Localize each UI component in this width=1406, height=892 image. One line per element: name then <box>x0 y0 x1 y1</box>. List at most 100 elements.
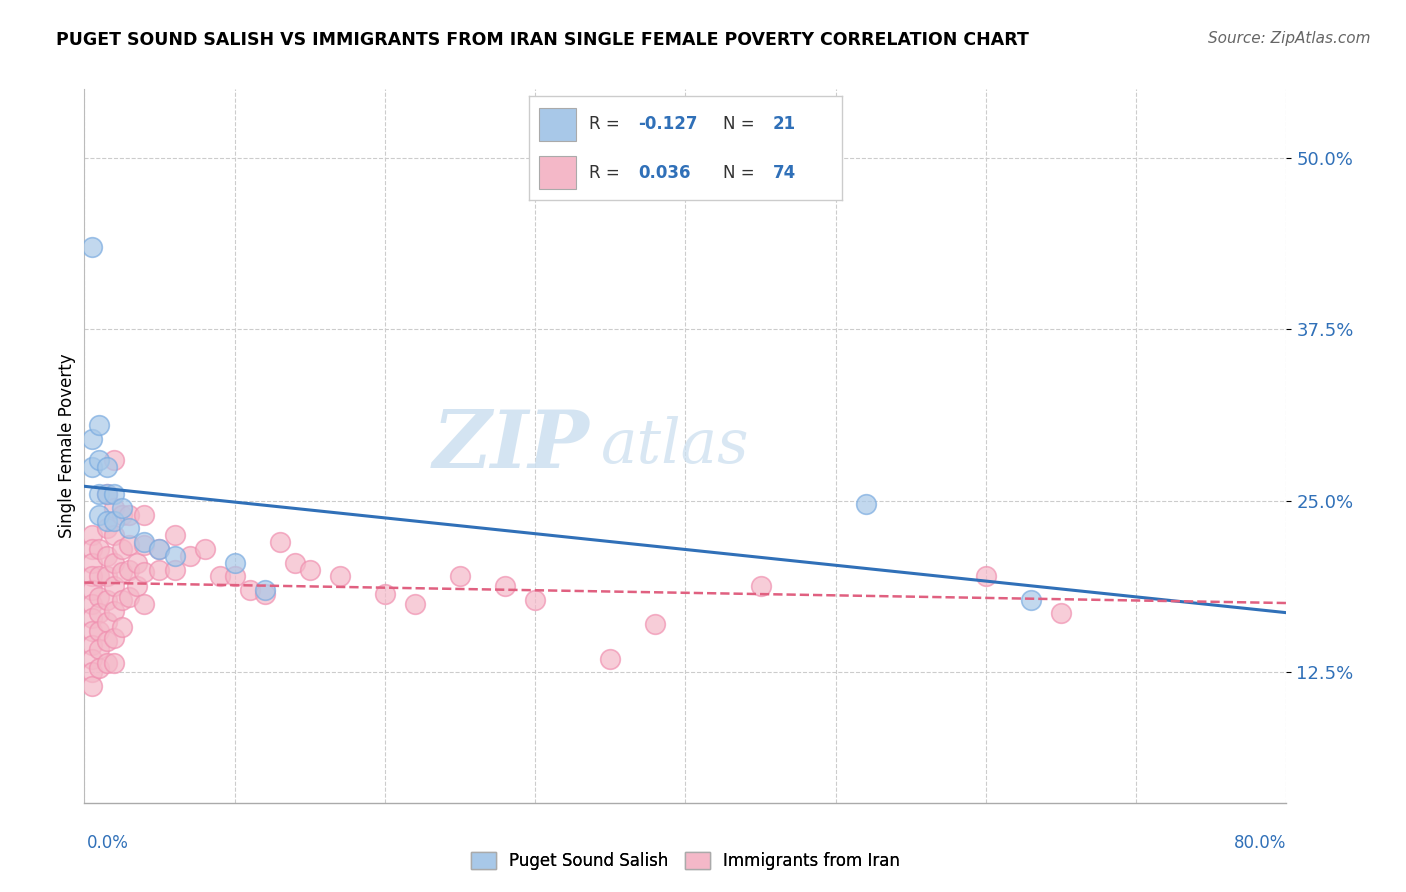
Point <box>148 541 170 556</box>
Point <box>494 579 516 593</box>
Point <box>80 597 103 611</box>
Point <box>96 569 118 583</box>
Point <box>111 500 134 515</box>
Point <box>89 541 111 556</box>
Text: atlas: atlas <box>602 416 749 476</box>
Point <box>80 665 103 680</box>
Point <box>103 452 125 467</box>
Point <box>179 549 201 563</box>
Point <box>103 500 125 515</box>
Point <box>224 556 246 570</box>
Point <box>80 459 103 474</box>
Point <box>96 656 118 670</box>
Point <box>80 583 103 598</box>
Text: Source: ZipAtlas.com: Source: ZipAtlas.com <box>1208 31 1371 46</box>
Point <box>253 587 276 601</box>
Point <box>111 541 134 556</box>
Point <box>111 566 134 580</box>
Point <box>103 556 125 570</box>
Point <box>80 610 103 624</box>
Point <box>449 569 471 583</box>
Point <box>103 487 125 501</box>
Point <box>96 549 118 563</box>
Point <box>80 679 103 693</box>
Point <box>148 541 170 556</box>
Point <box>111 592 134 607</box>
Point <box>96 521 118 535</box>
Point <box>524 592 547 607</box>
Point <box>118 590 141 604</box>
Point <box>163 549 186 563</box>
Point <box>80 624 103 639</box>
Point <box>103 631 125 645</box>
Point <box>148 562 170 576</box>
Point <box>208 569 231 583</box>
Text: PUGET SOUND SALISH VS IMMIGRANTS FROM IRAN SINGLE FEMALE POVERTY CORRELATION CHA: PUGET SOUND SALISH VS IMMIGRANTS FROM IR… <box>56 31 1029 49</box>
Point <box>749 579 772 593</box>
Point <box>134 508 156 522</box>
Point <box>125 579 148 593</box>
Point <box>269 535 291 549</box>
Point <box>284 556 307 570</box>
Point <box>96 487 118 501</box>
Legend: Puget Sound Salish, Immigrants from Iran: Puget Sound Salish, Immigrants from Iran <box>464 845 907 877</box>
Point <box>111 508 134 522</box>
Point <box>89 418 111 433</box>
Point <box>80 240 103 254</box>
Point <box>89 607 111 621</box>
Text: 80.0%: 80.0% <box>1234 834 1286 852</box>
Point <box>96 515 118 529</box>
Point <box>96 633 118 648</box>
Point <box>89 569 111 583</box>
Point <box>134 538 156 552</box>
Point <box>134 535 156 549</box>
Point <box>80 651 103 665</box>
Point <box>96 592 118 607</box>
Point <box>103 579 125 593</box>
Point <box>194 541 217 556</box>
Text: ZIP: ZIP <box>433 408 589 484</box>
Point <box>103 604 125 618</box>
Point <box>80 541 103 556</box>
Point <box>111 620 134 634</box>
Point <box>855 497 877 511</box>
Point <box>89 487 111 501</box>
Point <box>103 528 125 542</box>
Point <box>1019 592 1042 607</box>
Point <box>80 528 103 542</box>
Point <box>163 562 186 576</box>
Point <box>125 556 148 570</box>
Point <box>404 597 426 611</box>
Point <box>974 569 997 583</box>
Point <box>89 642 111 657</box>
Point <box>329 569 352 583</box>
Point <box>89 508 111 522</box>
Point <box>118 562 141 576</box>
Point <box>599 651 621 665</box>
Point <box>103 656 125 670</box>
Point <box>644 617 666 632</box>
Point <box>118 508 141 522</box>
Point <box>224 569 246 583</box>
Point <box>89 452 111 467</box>
Point <box>118 521 141 535</box>
Point <box>96 459 118 474</box>
Point <box>80 569 103 583</box>
Point <box>89 590 111 604</box>
Point <box>118 538 141 552</box>
Point <box>80 556 103 570</box>
Point <box>239 583 262 598</box>
Point <box>103 515 125 529</box>
Point <box>89 624 111 639</box>
Point <box>253 583 276 598</box>
Point <box>134 597 156 611</box>
Point <box>298 562 321 576</box>
Point <box>134 566 156 580</box>
Point <box>80 638 103 652</box>
Point <box>1050 607 1073 621</box>
Point <box>89 661 111 675</box>
Point <box>163 528 186 542</box>
Point <box>80 432 103 446</box>
Y-axis label: Single Female Poverty: Single Female Poverty <box>58 354 76 538</box>
Point <box>96 487 118 501</box>
